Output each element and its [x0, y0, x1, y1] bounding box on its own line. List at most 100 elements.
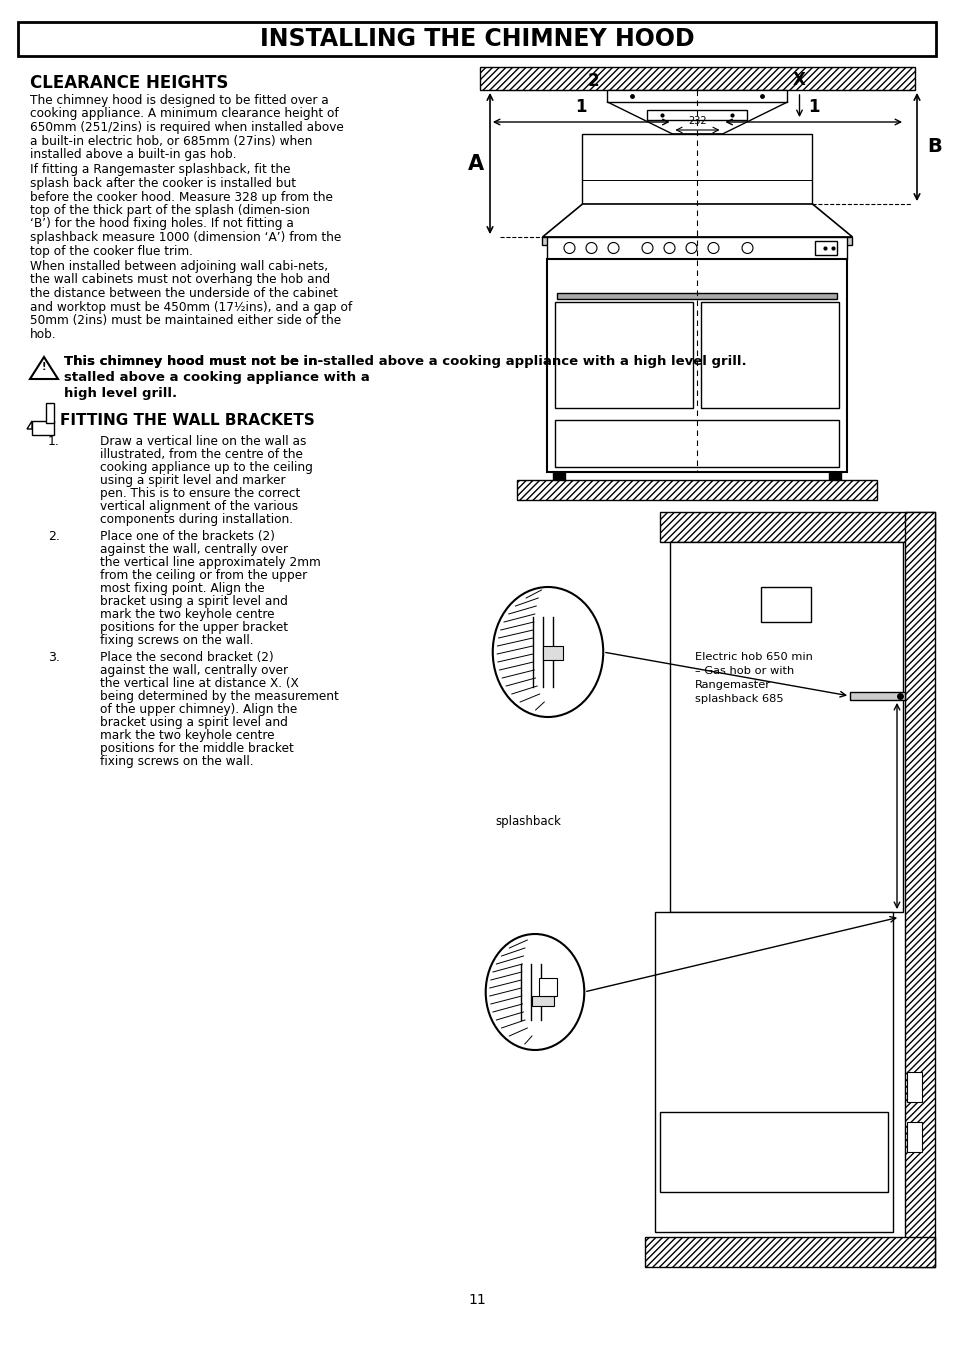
Text: using a spirit level and marker: using a spirit level and marker [100, 475, 285, 487]
Text: mark the two keyhole centre: mark the two keyhole centre [100, 608, 274, 621]
Text: When installed between adjoining wall cabi-nets,: When installed between adjoining wall ca… [30, 260, 328, 273]
Text: 11: 11 [468, 1293, 485, 1307]
Circle shape [707, 242, 719, 254]
Circle shape [585, 242, 597, 254]
Text: positions for the upper bracket: positions for the upper bracket [100, 621, 288, 634]
Bar [672, 134, 721, 204]
Bar [760, 587, 811, 622]
Text: splashback: splashback [495, 815, 560, 829]
Text: ‘B’) for the hood fixing holes. If not fitting a: ‘B’) for the hood fixing holes. If not f… [30, 218, 294, 230]
Text: from the ceiling or from the upper: from the ceiling or from the upper [100, 569, 307, 581]
Bar [555, 301, 693, 408]
Polygon shape [27, 420, 32, 429]
Bar [46, 403, 54, 423]
Bar [655, 913, 892, 1232]
Text: 650mm (251/2ins) is required when installed above: 650mm (251/2ins) is required when instal… [30, 120, 343, 134]
Circle shape [563, 242, 575, 254]
Text: the vertical line at distance X. (X: the vertical line at distance X. (X [100, 677, 298, 690]
Text: being determined by the measurement: being determined by the measurement [100, 690, 338, 703]
Bar [538, 977, 557, 996]
Text: fixing screws on the wall.: fixing screws on the wall. [100, 634, 253, 648]
Text: INSTALLING THE CHIMNEY HOOD: INSTALLING THE CHIMNEY HOOD [259, 27, 694, 51]
Text: components during installation.: components during installation. [100, 512, 293, 526]
Bar [904, 512, 934, 1267]
Text: If fitting a Rangemaster splashback, fit the: If fitting a Rangemaster splashback, fit… [30, 164, 291, 177]
Bar [555, 420, 839, 466]
Text: Place one of the brackets (2): Place one of the brackets (2) [100, 530, 274, 544]
Bar [849, 692, 904, 700]
Bar [582, 134, 812, 204]
Bar [532, 996, 554, 1006]
Text: cooking appliance. A minimum clearance height of: cooking appliance. A minimum clearance h… [30, 108, 338, 120]
Text: against the wall, centrally over: against the wall, centrally over [100, 664, 288, 677]
Text: positions for the middle bracket: positions for the middle bracket [100, 742, 294, 754]
Bar [647, 110, 747, 120]
Text: 232: 232 [687, 116, 706, 126]
Text: high level grill.: high level grill. [64, 387, 177, 400]
Text: the distance between the underside of the cabinet: the distance between the underside of th… [30, 287, 337, 300]
Bar [659, 512, 934, 542]
Text: 3.: 3. [48, 652, 60, 664]
Text: and worktop must be 450mm (17½ins), and a gap of: and worktop must be 450mm (17½ins), and … [30, 300, 352, 314]
Text: 1.: 1. [48, 435, 60, 448]
Bar [547, 237, 846, 260]
Bar [700, 301, 839, 408]
Text: The chimney hood is designed to be fitted over a: The chimney hood is designed to be fitte… [30, 95, 329, 107]
Text: splashback measure 1000 (dimension ‘A’) from the: splashback measure 1000 (dimension ‘A’) … [30, 231, 341, 243]
Bar [542, 646, 562, 660]
Text: X: X [792, 72, 804, 89]
Ellipse shape [493, 587, 602, 717]
Text: 2: 2 [587, 72, 598, 91]
Text: 1: 1 [575, 97, 586, 116]
Text: 50mm (2ins) must be maintained either side of the: 50mm (2ins) must be maintained either si… [30, 314, 341, 327]
Polygon shape [30, 357, 58, 379]
Bar [828, 472, 841, 484]
Text: !: ! [42, 362, 46, 372]
Text: before the cooker hood. Measure 328 up from the: before the cooker hood. Measure 328 up f… [30, 191, 333, 204]
Polygon shape [542, 204, 852, 237]
Text: pen. This is to ensure the correct: pen. This is to ensure the correct [100, 487, 300, 500]
Text: 1: 1 [807, 97, 819, 116]
Bar [553, 472, 565, 484]
Text: Electric hob 650 min
– Gas hob or with
Rangemaster
splashback 685: Electric hob 650 min – Gas hob or with R… [695, 652, 812, 704]
Text: FITTING THE WALL BRACKETS: FITTING THE WALL BRACKETS [60, 412, 314, 429]
Text: installed above a built-in gas hob.: installed above a built-in gas hob. [30, 147, 236, 161]
Bar [547, 260, 846, 472]
Text: top of the thick part of the splash (dimen-sion: top of the thick part of the splash (dim… [30, 204, 310, 218]
Text: stalled above a cooking appliance with a: stalled above a cooking appliance with a [64, 370, 370, 384]
Bar [607, 91, 786, 101]
Text: This chimney hood must not be in-stalled above a cooking appliance with a high l: This chimney hood must not be in-stalled… [64, 356, 746, 368]
Text: against the wall, centrally over: against the wall, centrally over [100, 544, 288, 556]
Text: CLEARANCE HEIGHTS: CLEARANCE HEIGHTS [30, 74, 228, 92]
Bar [815, 241, 837, 256]
Text: the vertical line approximately 2mm: the vertical line approximately 2mm [100, 556, 320, 569]
Text: cooking appliance up to the ceiling: cooking appliance up to the ceiling [100, 461, 313, 475]
Text: the wall cabinets must not overhang the hob and: the wall cabinets must not overhang the … [30, 273, 330, 287]
Bar [32, 420, 54, 435]
Text: Draw a vertical line on the wall as: Draw a vertical line on the wall as [100, 435, 306, 448]
Text: of the upper chimney). Align the: of the upper chimney). Align the [100, 703, 297, 717]
Text: top of the cooker flue trim.: top of the cooker flue trim. [30, 245, 193, 257]
Ellipse shape [485, 934, 583, 1051]
Circle shape [685, 242, 697, 254]
Text: 2.: 2. [48, 530, 60, 544]
Bar [557, 292, 837, 299]
Circle shape [741, 242, 752, 254]
Bar [644, 1237, 934, 1267]
Bar [659, 1111, 887, 1192]
Bar [906, 1072, 921, 1102]
Bar [18, 22, 935, 55]
Bar [906, 1122, 921, 1152]
Circle shape [641, 242, 652, 254]
Text: This chimney hood must not be in-: This chimney hood must not be in- [64, 356, 323, 368]
Text: B: B [926, 138, 941, 157]
Text: fixing screws on the wall.: fixing screws on the wall. [100, 754, 253, 768]
Bar [517, 480, 877, 500]
Circle shape [607, 242, 618, 254]
Text: vertical alignment of the various: vertical alignment of the various [100, 500, 297, 512]
Text: bracket using a spirit level and: bracket using a spirit level and [100, 595, 288, 608]
Text: most fixing point. Align the: most fixing point. Align the [100, 581, 264, 595]
Text: mark the two keyhole centre: mark the two keyhole centre [100, 729, 274, 742]
Bar [669, 542, 902, 913]
Text: Place the second bracket (2): Place the second bracket (2) [100, 652, 274, 664]
